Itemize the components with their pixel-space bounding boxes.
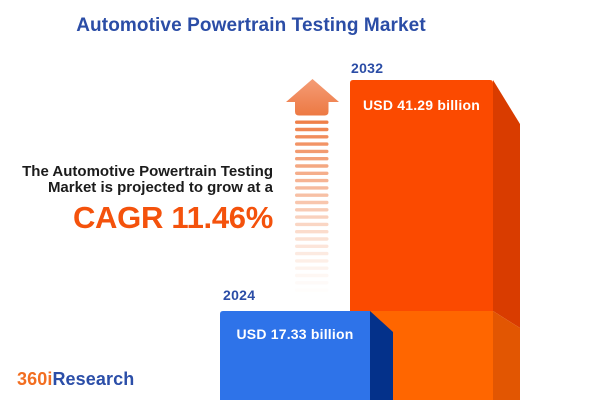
bar-2032-year-label: 2032 [351, 60, 384, 76]
arrow-head [286, 79, 339, 116]
logo-suffix: Research [52, 369, 135, 389]
bar-2032-side-upper [493, 80, 520, 328]
page-title: Automotive Powertrain Testing Market [76, 15, 426, 36]
description-line-1: The Automotive Powertrain Testing [22, 163, 273, 180]
growth-arrow-icon [286, 79, 339, 285]
cagr-value: CAGR 11.46% [72, 200, 273, 235]
bar-2024-year-label: 2024 [223, 287, 256, 303]
bar-2024-side [370, 311, 393, 400]
bar-2032 [350, 80, 520, 400]
description-line-2: Market is projected to grow at a [47, 178, 273, 196]
bar-2024-front [220, 311, 370, 400]
bar-2032-front-upper [350, 80, 493, 311]
arrow-stripes [295, 120, 329, 285]
description: The Automotive Powertrain Testing Market… [22, 164, 273, 233]
bar-2032-value-label: USD 41.29 billion [363, 97, 480, 113]
bar-2032-side-lower [493, 311, 520, 400]
logo-prefix: 360i [17, 369, 53, 389]
bar-2024-value-label: USD 17.33 billion [236, 326, 354, 342]
logo: 360iResearch [17, 369, 134, 390]
bar-2024 [220, 311, 393, 400]
